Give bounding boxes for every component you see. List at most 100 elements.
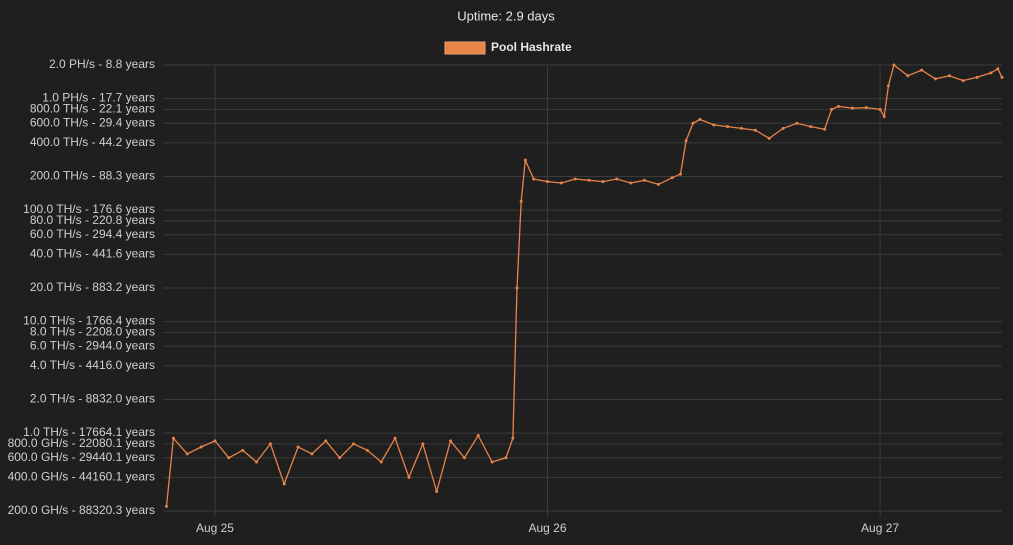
data-point [282, 482, 286, 486]
data-point [878, 107, 882, 111]
data-point [352, 442, 356, 446]
data-point [684, 139, 688, 143]
data-point [753, 128, 757, 132]
data-point [906, 74, 910, 78]
data-point [836, 104, 840, 108]
data-point [421, 442, 425, 446]
data-point [546, 180, 550, 184]
x-tick-label: Aug 26 [528, 521, 566, 535]
data-point [615, 177, 619, 181]
y-tick-label: 8.0 TH/s - 2208.0 years [30, 325, 155, 339]
data-point [532, 177, 536, 181]
data-point [324, 439, 328, 443]
y-tick-label: 200.0 TH/s - 88.3 years [30, 169, 155, 183]
data-point [255, 460, 259, 464]
data-point [740, 126, 744, 130]
x-tick-label: Aug 25 [196, 521, 234, 535]
y-tick-label: 800.0 GH/s - 22080.1 years [8, 436, 155, 450]
data-point [490, 460, 494, 464]
data-point [809, 125, 813, 129]
data-point [573, 177, 577, 181]
data-point [892, 63, 896, 67]
data-point [213, 439, 217, 443]
y-tick-label: 400.0 TH/s - 44.2 years [30, 135, 155, 149]
data-point [629, 181, 633, 185]
data-point [712, 123, 716, 127]
data-point [691, 121, 695, 125]
data-point [476, 434, 480, 438]
data-point [830, 107, 834, 111]
data-point [781, 126, 785, 130]
data-point [1000, 75, 1004, 79]
data-point [823, 127, 827, 131]
y-tick-label: 400.0 GH/s - 44160.1 years [8, 470, 155, 484]
data-point [435, 489, 439, 493]
data-point [886, 84, 890, 88]
data-point [185, 452, 189, 456]
y-tick-label: 1.0 PH/s - 17.7 years [42, 91, 155, 105]
y-tick-label: 2.0 TH/s - 8832.0 years [30, 392, 155, 406]
data-point [656, 182, 660, 186]
y-tick-label: 800.0 TH/s - 22.1 years [30, 102, 155, 116]
y-tick-label: 200.0 GH/s - 88320.3 years [8, 503, 155, 517]
data-point [449, 439, 453, 443]
y-tick-label: 100.0 TH/s - 176.6 years [23, 202, 155, 216]
data-point [767, 136, 771, 140]
data-point [587, 178, 591, 182]
chart-title: Uptime: 2.9 days [457, 8, 555, 23]
data-point [933, 77, 937, 81]
data-point [643, 178, 647, 182]
data-point [511, 436, 515, 440]
data-point [559, 181, 563, 185]
data-point [393, 436, 397, 440]
data-point [850, 106, 854, 110]
data-point [199, 445, 203, 449]
y-tick-label: 600.0 TH/s - 29.4 years [30, 115, 155, 129]
data-point [515, 286, 519, 290]
data-point [601, 180, 605, 184]
y-tick-label: 4.0 TH/s - 4416.0 years [30, 358, 155, 372]
data-point [462, 456, 466, 460]
y-tick-label: 40.0 TH/s - 441.6 years [30, 247, 155, 261]
x-tick-label: Aug 27 [861, 521, 899, 535]
data-point [164, 504, 168, 508]
data-point [241, 448, 245, 452]
data-point [795, 121, 799, 125]
legend-label: Pool Hashrate [491, 40, 572, 54]
data-point [975, 75, 979, 79]
data-point [996, 67, 1000, 71]
data-point [726, 125, 730, 129]
y-tick-label: 60.0 TH/s - 294.4 years [30, 227, 155, 241]
data-point [171, 436, 175, 440]
data-point [296, 445, 300, 449]
data-point [365, 448, 369, 452]
data-point [920, 68, 924, 72]
data-point [989, 71, 993, 75]
legend-swatch [444, 41, 486, 55]
data-point [679, 172, 683, 176]
y-tick-label: 80.0 TH/s - 220.8 years [30, 213, 155, 227]
y-tick-label: 1.0 TH/s - 17664.1 years [23, 425, 155, 439]
data-point [947, 74, 951, 78]
data-point [504, 456, 508, 460]
data-point [310, 452, 314, 456]
data-point [961, 79, 965, 83]
y-tick-label: 10.0 TH/s - 1766.4 years [23, 314, 155, 328]
data-point [379, 460, 383, 464]
data-point [407, 475, 411, 479]
data-point [268, 442, 272, 446]
data-point [227, 456, 231, 460]
data-point [864, 106, 868, 110]
data-point [338, 456, 342, 460]
data-point [670, 176, 674, 180]
y-tick-label: 6.0 TH/s - 2944.0 years [30, 338, 155, 352]
y-tick-label: 2.0 PH/s - 8.8 years [49, 57, 155, 71]
y-tick-label: 20.0 TH/s - 883.2 years [30, 280, 155, 294]
data-point [698, 117, 702, 121]
data-point [523, 158, 527, 162]
y-tick-label: 600.0 GH/s - 29440.1 years [8, 450, 155, 464]
data-point [882, 115, 886, 119]
data-point [519, 199, 523, 203]
